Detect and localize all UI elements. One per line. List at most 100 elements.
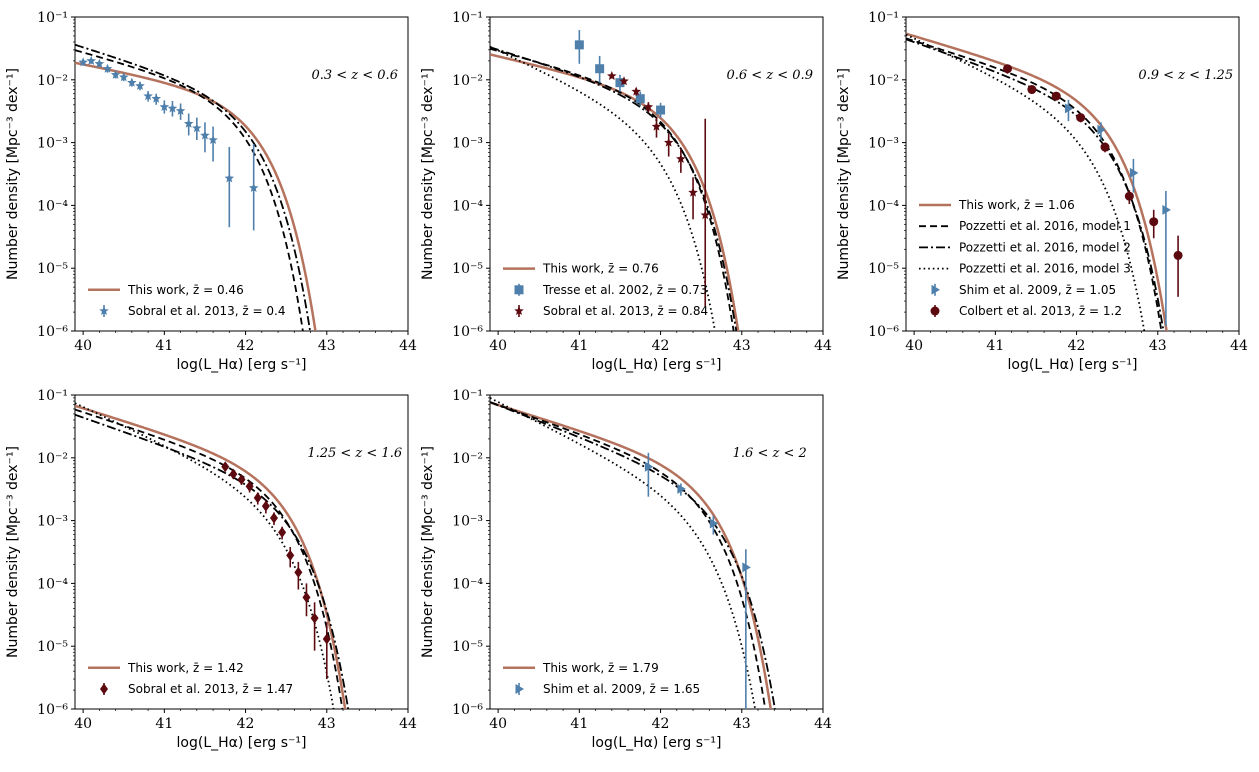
x-axis-label: log(L_Hα) [erg s⁻¹]	[592, 735, 722, 751]
data-point	[619, 76, 629, 86]
x-tick-label: 40	[74, 716, 92, 732]
y-tick-label: 10⁻¹	[37, 388, 68, 404]
y-tick-label: 10⁻³	[868, 136, 899, 152]
x-tick-label: 44	[814, 716, 832, 732]
x-tick-label: 40	[74, 338, 92, 354]
legend-label: Shim et al. 2009, z̄ = 1.05	[959, 283, 1116, 297]
legend-label: This work, z̄ = 0.46	[127, 283, 244, 297]
legend-label: Colbert et al. 2013, z̄ = 1.2	[959, 304, 1122, 318]
data-point	[229, 468, 238, 480]
x-tick-label: 41	[155, 338, 173, 354]
axes-frame	[489, 16, 824, 332]
data-point	[192, 123, 202, 133]
data-point	[651, 121, 662, 131]
axes-frame	[74, 16, 409, 332]
x-tick-label: 43	[1149, 338, 1167, 354]
data-point	[310, 612, 319, 624]
data-point	[1076, 113, 1086, 123]
y-axis-label: Number density [Mpc⁻³ dex⁻¹]	[5, 446, 21, 658]
model-curves	[490, 397, 776, 709]
x-tick-label: 44	[399, 338, 417, 354]
data-point	[118, 72, 129, 82]
data-point	[677, 483, 686, 494]
legend-marker	[930, 306, 940, 316]
data-point	[159, 101, 170, 111]
panel-0.9-1.25: 40 41 42 43 44 10⁻⁶ 10⁻⁵ 10⁻⁴ 10⁻³ 10⁻² 10⁻¹ log(L_…	[836, 10, 1248, 373]
panel-0.3-0.6: 40 41 42 43 44 10⁻⁶ 10⁻⁵ 10⁻⁴ 10⁻³ 10⁻² 10⁻¹ log(L_…	[5, 10, 417, 373]
y-tick-label: 10⁻¹	[868, 10, 899, 26]
y-tick-label: 10⁻³	[37, 136, 68, 152]
y-tick-label: 10⁻²	[37, 73, 68, 89]
data-point	[574, 40, 584, 50]
data-point	[1129, 167, 1139, 178]
data-point	[676, 153, 686, 163]
y-tick-label: 10⁻³	[452, 136, 483, 152]
redshift-range-label: 1.25 < z < 1.6	[307, 446, 402, 461]
data-point	[635, 94, 645, 104]
data-point	[208, 135, 218, 145]
y-tick-label: 10⁻⁶	[452, 702, 483, 718]
x-axis-label: log(L_Hα) [erg s⁻¹]	[592, 357, 722, 373]
x-tick-label: 42	[1068, 338, 1086, 354]
y-tick-label: 10⁻¹	[452, 10, 483, 26]
data-point	[175, 105, 186, 115]
model-curve-dashdot	[75, 413, 350, 709]
panel-0.6-0.9: 40 41 42 43 44 10⁻⁶ 10⁻⁵ 10⁻⁴ 10⁻³ 10⁻² 10⁻¹ log(L_…	[420, 10, 832, 373]
legend-label: This work, z̄ = 0.76	[542, 262, 659, 276]
data-points	[221, 461, 331, 680]
x-tick-label: 43	[318, 716, 336, 732]
model-curves	[75, 43, 317, 331]
x-tick-label: 44	[399, 716, 417, 732]
axes-frame	[74, 394, 409, 710]
legend-marker	[100, 683, 108, 695]
x-tick-label: 41	[570, 716, 588, 732]
y-tick-label: 10⁻²	[452, 73, 483, 89]
legend-marker	[514, 306, 524, 316]
model-curve-dashdot	[75, 43, 311, 331]
model-curve-solid	[490, 401, 772, 709]
data-point	[663, 137, 674, 147]
data-point	[1173, 250, 1183, 260]
y-tick-label: 10⁻²	[868, 73, 899, 89]
y-tick-label: 10⁻¹	[452, 388, 483, 404]
legend-label: Pozzetti et al. 2016, model 1	[959, 219, 1131, 233]
x-tick-label: 42	[237, 716, 255, 732]
legend: This work, z̄ = 1.42 Sobral et al. 2013, …	[88, 661, 293, 696]
model-curve-solid	[490, 53, 740, 331]
data-point	[237, 474, 246, 486]
axes-frame	[489, 394, 824, 710]
y-tick-label: 10⁻⁴	[452, 198, 483, 214]
data-points	[78, 55, 259, 231]
y-axis-label: Number density [Mpc⁻³ dex⁻¹]	[836, 68, 852, 280]
redshift-range-label: 0.6 < z < 0.9	[726, 68, 813, 83]
data-points	[644, 452, 751, 709]
legend-label: This work, z̄ = 1.06	[958, 198, 1075, 212]
y-tick-label: 10⁻⁵	[37, 261, 68, 277]
data-point	[261, 500, 270, 512]
legend-label: Tresse et al. 2002, z̄ = 0.73	[542, 283, 707, 297]
legend: This work, z̄ = 0.76 Tresse et al. 2002, …	[503, 262, 708, 318]
data-point	[94, 58, 105, 68]
data-point	[688, 187, 698, 197]
model-curve-dashed	[75, 408, 344, 709]
data-point	[1051, 91, 1061, 101]
model-curve-solid	[75, 61, 317, 331]
data-point	[1124, 191, 1134, 201]
y-tick-label: 10⁻³	[37, 514, 68, 530]
data-point	[742, 562, 751, 573]
y-axis-label: Number density [Mpc⁻³ dex⁻¹]	[420, 446, 436, 658]
axes-frame	[905, 16, 1240, 332]
panel-1.6-2: 40 41 42 43 44 10⁻⁶ 10⁻⁵ 10⁻⁴ 10⁻³ 10⁻² 10⁻¹ log(L_…	[420, 388, 832, 751]
y-tick-label: 10⁻⁶	[37, 702, 68, 718]
y-tick-label: 10⁻⁶	[452, 324, 483, 340]
data-point	[644, 461, 654, 472]
data-point	[135, 80, 145, 90]
data-point	[709, 518, 719, 529]
data-point	[286, 549, 295, 561]
y-axis-label: Number density [Mpc⁻³ dex⁻¹]	[420, 68, 436, 280]
data-point	[86, 55, 96, 65]
x-tick-label: 42	[237, 338, 255, 354]
data-point	[1003, 64, 1013, 74]
x-tick-label: 43	[318, 338, 336, 354]
